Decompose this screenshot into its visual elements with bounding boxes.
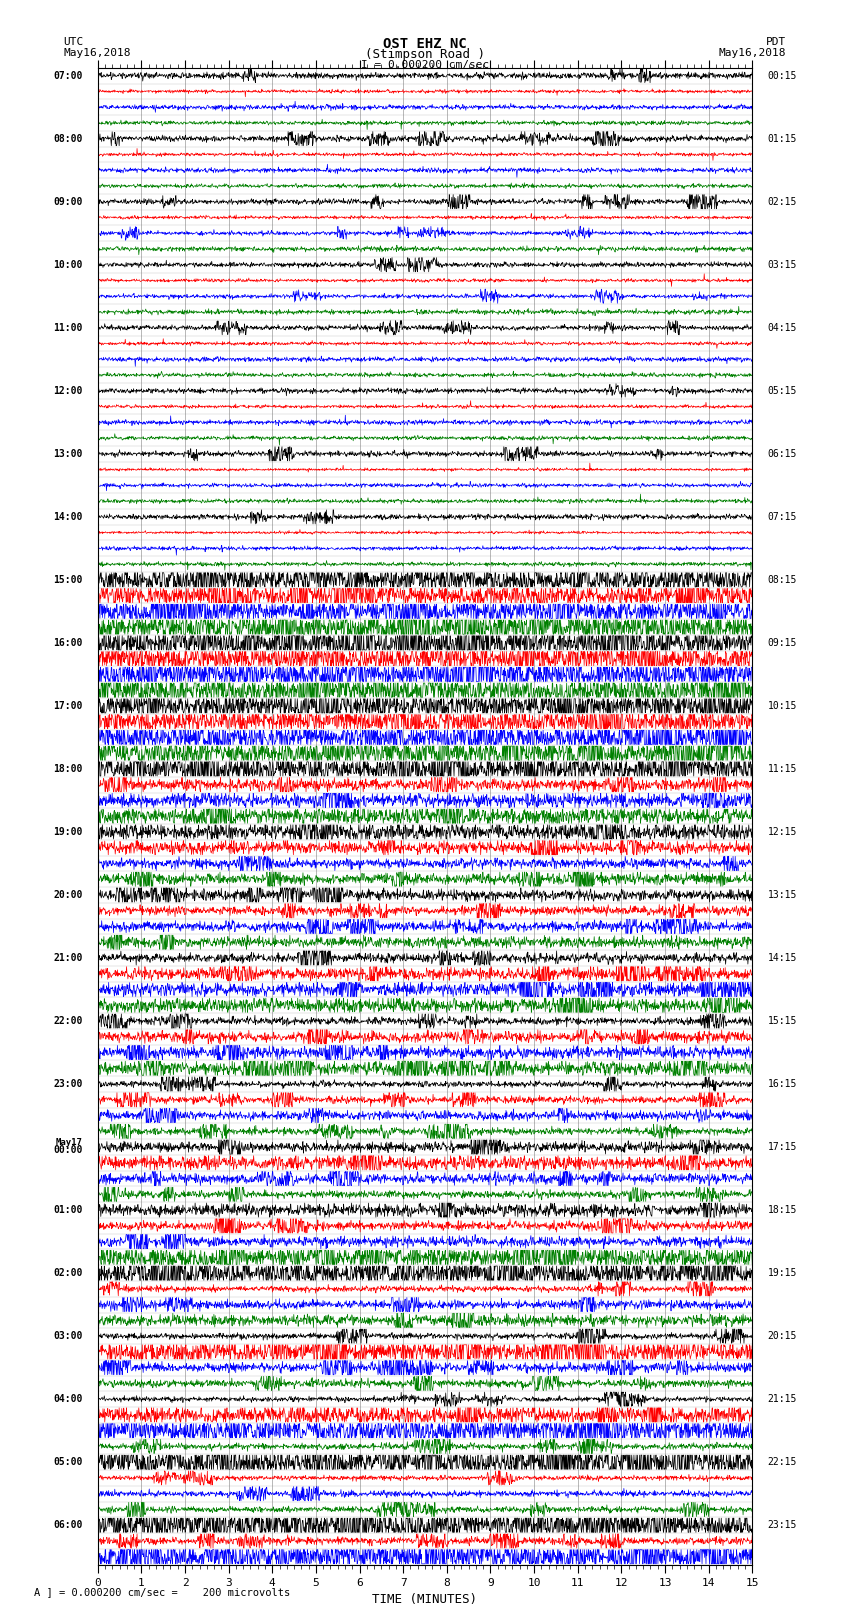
Text: 11:15: 11:15 — [768, 765, 797, 774]
Text: 21:00: 21:00 — [53, 953, 82, 963]
Text: 14:15: 14:15 — [768, 953, 797, 963]
Text: 22:00: 22:00 — [53, 1016, 82, 1026]
Text: 15:00: 15:00 — [53, 574, 82, 586]
Text: 17:00: 17:00 — [53, 702, 82, 711]
Text: 01:15: 01:15 — [768, 134, 797, 144]
Text: UTC: UTC — [64, 37, 84, 47]
Text: 20:00: 20:00 — [53, 890, 82, 900]
Text: 13:00: 13:00 — [53, 448, 82, 458]
X-axis label: TIME (MINUTES): TIME (MINUTES) — [372, 1594, 478, 1607]
Text: 20:15: 20:15 — [768, 1331, 797, 1340]
Text: 02:00: 02:00 — [53, 1268, 82, 1277]
Text: 23:15: 23:15 — [768, 1519, 797, 1531]
Text: 03:15: 03:15 — [768, 260, 797, 269]
Text: 05:00: 05:00 — [53, 1457, 82, 1468]
Text: 12:00: 12:00 — [53, 386, 82, 395]
Text: 06:00: 06:00 — [53, 1519, 82, 1531]
Text: 09:00: 09:00 — [53, 197, 82, 206]
Text: PDT: PDT — [766, 37, 786, 47]
Text: 09:15: 09:15 — [768, 637, 797, 648]
Text: 18:15: 18:15 — [768, 1205, 797, 1215]
Text: (Stimpson Road ): (Stimpson Road ) — [365, 48, 485, 61]
Text: 01:00: 01:00 — [53, 1205, 82, 1215]
Text: 19:15: 19:15 — [768, 1268, 797, 1277]
Text: 05:15: 05:15 — [768, 386, 797, 395]
Text: 10:00: 10:00 — [53, 260, 82, 269]
Text: 16:15: 16:15 — [768, 1079, 797, 1089]
Text: 19:00: 19:00 — [53, 827, 82, 837]
Text: 04:15: 04:15 — [768, 323, 797, 332]
Text: I = 0.000200 cm/sec: I = 0.000200 cm/sec — [361, 60, 489, 69]
Text: 10:15: 10:15 — [768, 702, 797, 711]
Text: 04:00: 04:00 — [53, 1394, 82, 1405]
Text: A ] = 0.000200 cm/sec =    200 microvolts: A ] = 0.000200 cm/sec = 200 microvolts — [34, 1587, 290, 1597]
Text: 17:15: 17:15 — [768, 1142, 797, 1152]
Text: 13:15: 13:15 — [768, 890, 797, 900]
Text: 06:15: 06:15 — [768, 448, 797, 458]
Text: 21:15: 21:15 — [768, 1394, 797, 1405]
Text: 07:00: 07:00 — [53, 71, 82, 81]
Text: 00:15: 00:15 — [768, 71, 797, 81]
Text: 22:15: 22:15 — [768, 1457, 797, 1468]
Text: 02:15: 02:15 — [768, 197, 797, 206]
Text: 15:15: 15:15 — [768, 1016, 797, 1026]
Text: 00:00: 00:00 — [53, 1145, 82, 1155]
Text: OST EHZ NC: OST EHZ NC — [383, 37, 467, 52]
Text: 14:00: 14:00 — [53, 511, 82, 521]
Text: May16,2018: May16,2018 — [719, 48, 786, 58]
Text: 18:00: 18:00 — [53, 765, 82, 774]
Text: 07:15: 07:15 — [768, 511, 797, 521]
Text: 08:00: 08:00 — [53, 134, 82, 144]
Text: 08:15: 08:15 — [768, 574, 797, 586]
Text: 11:00: 11:00 — [53, 323, 82, 332]
Text: 16:00: 16:00 — [53, 637, 82, 648]
Text: May16,2018: May16,2018 — [64, 48, 131, 58]
Text: May17: May17 — [55, 1137, 82, 1147]
Text: 23:00: 23:00 — [53, 1079, 82, 1089]
Text: 03:00: 03:00 — [53, 1331, 82, 1340]
Text: 12:15: 12:15 — [768, 827, 797, 837]
